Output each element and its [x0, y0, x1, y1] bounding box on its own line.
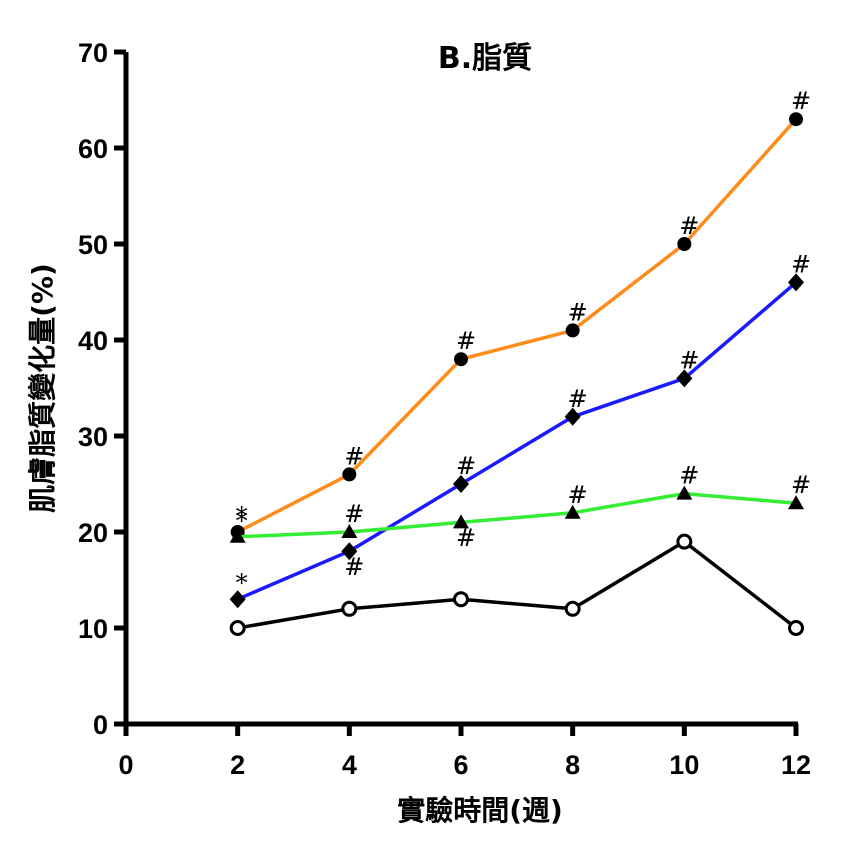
x-axis-title: 實驗時間(週) — [397, 794, 563, 827]
series-black — [229, 533, 804, 636]
data-point-green — [788, 495, 804, 510]
data-point-green — [453, 514, 469, 529]
data-point-blue — [564, 407, 581, 426]
x-tick-label: 12 — [781, 750, 811, 780]
significance-hash: # — [456, 524, 476, 552]
x-tick-label: 8 — [565, 750, 580, 780]
data-point-blue — [341, 542, 358, 561]
significance-hash: # — [791, 471, 811, 499]
significance-hash: # — [791, 250, 811, 278]
data-point-orange — [677, 237, 692, 251]
y-tick-label: 70 — [78, 38, 108, 68]
data-point-black — [453, 591, 469, 608]
data-point-black — [788, 620, 804, 636]
y-axis-title: 肌膚脂質變化量(%) — [26, 263, 59, 513]
data-point-orange — [454, 352, 468, 367]
x-tick-label: 2 — [230, 750, 245, 780]
significance-hash: # — [344, 500, 364, 528]
significance-hash: # — [679, 462, 699, 490]
series-line-blue — [236, 281, 798, 601]
series-orange — [230, 112, 803, 539]
data-point-black — [564, 600, 581, 617]
significance-hash: # — [456, 452, 476, 480]
annotation-layer: ***############### — [236, 87, 811, 597]
data-point-green — [229, 528, 246, 543]
y-tick-label: 0 — [93, 710, 108, 740]
y-tick-label: 60 — [78, 134, 108, 164]
data-point-orange — [342, 467, 357, 482]
data-point-green — [564, 504, 581, 519]
significance-hash: # — [679, 346, 699, 374]
y-tick-label: 50 — [78, 230, 108, 260]
y-tick-label: 30 — [78, 422, 108, 452]
data-point-black — [229, 620, 246, 636]
x-tick-label: 6 — [453, 750, 468, 780]
series-layer — [229, 112, 804, 636]
significance-hash: # — [456, 327, 476, 355]
y-tick-label: 40 — [78, 326, 108, 356]
data-point-blue — [453, 475, 469, 493]
chart-title: B.脂質 — [438, 41, 532, 76]
data-point-orange — [565, 323, 580, 338]
y-tick-label: 20 — [78, 518, 108, 548]
axes-layer: 0 10 20 30 40 50 60 70 0 2 4 6 8 10 12 — [78, 38, 811, 780]
series-line-orange — [236, 118, 798, 534]
significance-star: * — [236, 569, 248, 597]
significance-star: * — [236, 507, 248, 535]
significance-hash: # — [679, 212, 699, 240]
data-point-blue — [229, 590, 246, 609]
significance-hash: # — [568, 481, 588, 509]
series-blue — [229, 273, 804, 609]
series-line-green — [237, 491, 797, 539]
x-tick-label: 10 — [669, 750, 699, 780]
y-tick-label: 10 — [78, 614, 108, 644]
data-point-blue — [676, 369, 693, 388]
significance-hash: # — [344, 553, 364, 581]
significance-hash: # — [568, 385, 588, 413]
significance-star: * — [236, 502, 248, 530]
data-point-black — [341, 600, 358, 617]
series-line-black — [237, 539, 798, 630]
significance-hash: # — [344, 442, 364, 470]
x-tick-label: 4 — [342, 750, 357, 780]
significance-hash: # — [791, 87, 811, 115]
data-point-green — [676, 485, 693, 500]
data-point-blue — [788, 273, 804, 292]
x-tick-label: 0 — [118, 750, 133, 780]
data-point-orange — [789, 112, 803, 127]
data-point-green — [341, 524, 358, 538]
significance-hash: # — [568, 298, 588, 326]
series-green — [229, 485, 804, 543]
data-point-black — [676, 533, 693, 550]
